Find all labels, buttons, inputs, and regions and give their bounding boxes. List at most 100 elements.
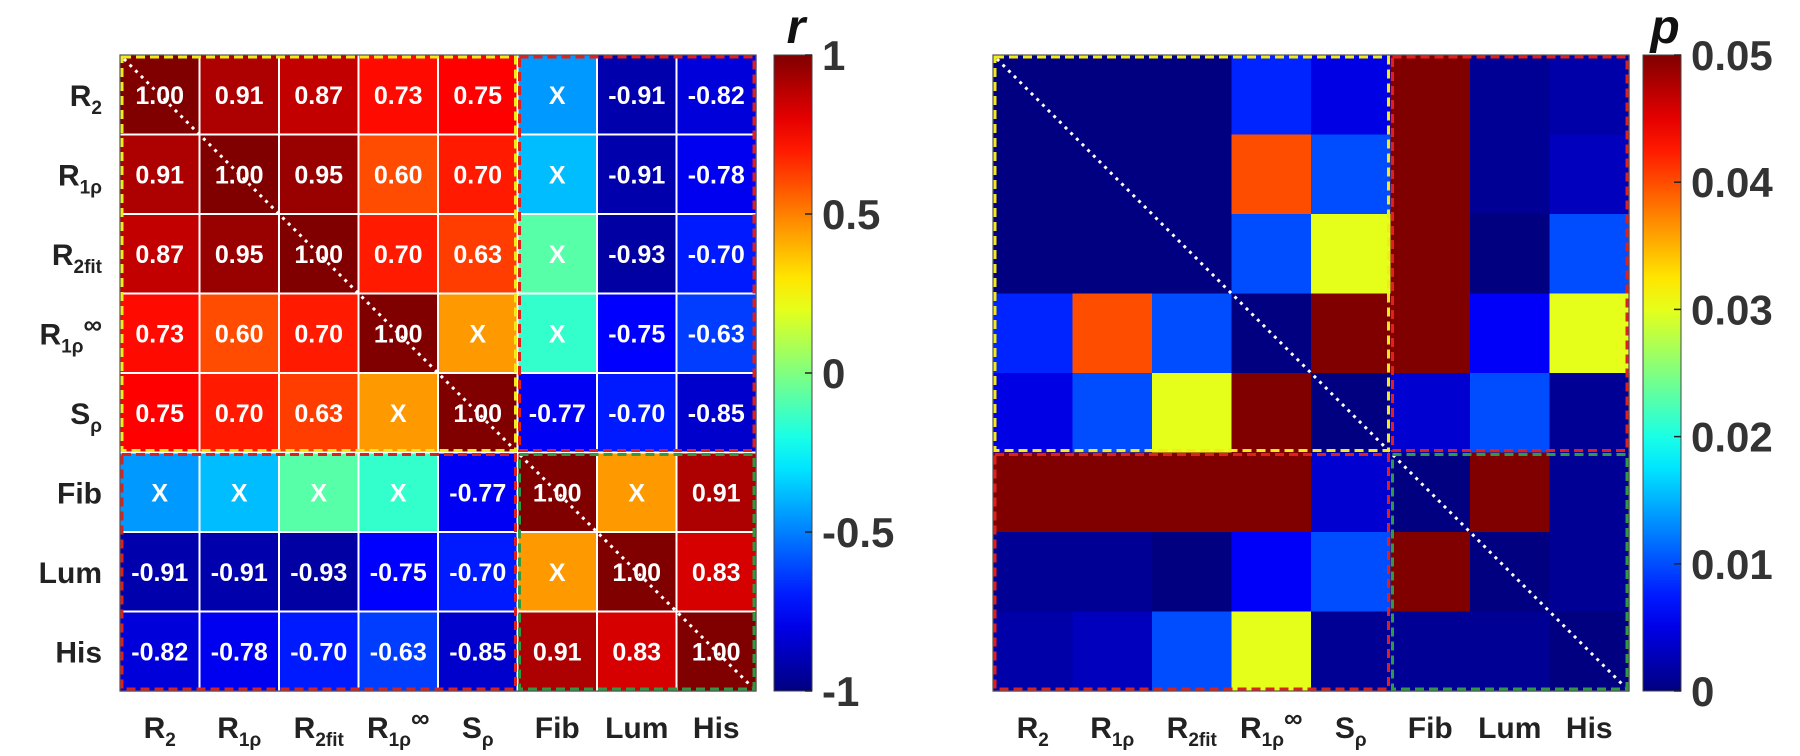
heatmap-cell: [358, 134, 439, 215]
cell-value-label: 1.00: [533, 479, 582, 507]
heatmap-cell: [358, 214, 439, 295]
cell-value-label: X: [549, 241, 566, 269]
heatmap-cell: [1311, 373, 1392, 454]
axes-frame: [119, 54, 757, 692]
heatmap-cell: [993, 373, 1074, 454]
cell-value-label: 1.00: [453, 400, 502, 428]
heatmap-cell: [1549, 611, 1630, 692]
colorbar-title: p: [1648, 1, 1679, 54]
heatmap-cell: [993, 214, 1074, 295]
heatmap-cell: [597, 293, 678, 374]
heatmap-cell: [438, 452, 519, 533]
cell-value-label: -0.63: [370, 638, 427, 666]
heatmap-cell: [279, 611, 360, 692]
heatmap-cell: [1231, 452, 1312, 533]
heatmap-cell: [597, 532, 678, 613]
heatmap-cell: [1152, 532, 1233, 613]
colorbar-tick-label: 0.01: [1691, 541, 1773, 588]
y-tick-label: R1ρ: [58, 159, 102, 198]
heatmap-cell: [993, 293, 1074, 374]
colorbar-tick-label: 1: [822, 32, 845, 79]
heatmap-cell: [1311, 611, 1392, 692]
colorbar-tick-label: -1: [822, 668, 859, 715]
heatmap-panel-1: 1.00 0.91 0.87 0.73 0.75 X -0.91 -0.82 0.91 1.00 0…: [39, 1, 895, 751]
heatmap-cell: [1470, 373, 1551, 454]
cell-value-label: 1.00: [135, 82, 184, 110]
block-outline: [518, 55, 756, 452]
cell-value-label: X: [151, 479, 168, 507]
cell-value-label: 0.95: [215, 241, 264, 269]
heatmap-cell: [1311, 214, 1392, 295]
heatmap-cell: [279, 293, 360, 374]
cell-value-label: -0.91: [608, 161, 665, 189]
heatmap-cell: [1390, 532, 1471, 613]
heatmap-cell: [1311, 134, 1392, 215]
x-tick-label: R2: [144, 712, 176, 751]
heatmap-cell: [1311, 532, 1392, 613]
heatmap-cell: [1072, 452, 1153, 533]
heatmap-cell: [1549, 293, 1630, 374]
heatmap-cell: [120, 134, 201, 215]
x-tick-label: Fib: [535, 712, 580, 745]
heatmap-cell: [597, 373, 678, 454]
heatmap-cell: [279, 452, 360, 533]
heatmap-cell: [993, 452, 1074, 533]
cell-value-label: X: [390, 400, 407, 428]
heatmap-cell: [517, 532, 598, 613]
heatmap-cell: [1470, 452, 1551, 533]
heatmap-cell: [1072, 55, 1153, 136]
colorbar-tick-label: 0: [1691, 668, 1714, 715]
heatmap-cell: [120, 611, 201, 692]
heatmap-cell: [1549, 532, 1630, 613]
heatmap-cell: [199, 214, 280, 295]
cell-value-label: 0.73: [135, 320, 184, 348]
heatmap-cell: [358, 452, 439, 533]
x-tick-label: Lum: [1478, 712, 1541, 745]
heatmap-cell: [1231, 214, 1312, 295]
cell-value-label: 0.73: [374, 82, 423, 110]
block-outline: [120, 453, 517, 691]
heatmap-cell: [1311, 293, 1392, 374]
x-tick-label: R1ρ: [217, 712, 261, 751]
x-tick-label: R2: [1017, 712, 1049, 751]
heatmap-cell: [1549, 134, 1630, 215]
y-tick-label: Fib: [57, 477, 102, 510]
heatmap-cell: [1390, 373, 1471, 454]
cell-value-label: -0.70: [449, 559, 506, 587]
cell-value-label: -0.91: [131, 559, 188, 587]
cell-value-label: -0.85: [449, 638, 506, 666]
heatmap-cell: [1152, 452, 1233, 533]
cell-value-label: X: [549, 161, 566, 189]
cell-value-label: -0.70: [688, 241, 745, 269]
heatmap-cell: [1152, 134, 1233, 215]
heatmap-cell: [199, 532, 280, 613]
heatmap-cell: [1152, 293, 1233, 374]
block-outline: [120, 55, 517, 452]
cell-value-label: 1.00: [612, 559, 661, 587]
heatmap-cell: [199, 293, 280, 374]
colorbar-tick-label: 0.05: [1691, 32, 1773, 79]
heatmap-cell: [1390, 55, 1471, 136]
heatmap-cell: [199, 373, 280, 454]
colorbar-tick-label: 0.02: [1691, 414, 1773, 461]
heatmap-cell: [517, 214, 598, 295]
block-outline: [518, 453, 756, 691]
block-outline: [993, 453, 1390, 691]
y-tick-label: Lum: [39, 557, 102, 590]
heatmap-cell: [517, 55, 598, 136]
cell-value-label: X: [469, 320, 486, 348]
heatmap-cell: [358, 611, 439, 692]
heatmap-cell: [676, 373, 757, 454]
heatmap-cell: [676, 293, 757, 374]
cell-value-label: -0.75: [608, 320, 665, 348]
heatmap-cell: [120, 532, 201, 613]
cell-value-label: X: [628, 479, 645, 507]
heatmap-cell: [1470, 532, 1551, 613]
heatmap-cell: [597, 55, 678, 136]
cell-value-label: 0.70: [453, 161, 502, 189]
cell-value-label: 0.75: [453, 82, 502, 110]
cell-value-label: 1.00: [692, 638, 741, 666]
cell-value-label: -0.70: [608, 400, 665, 428]
heatmap-cell: [1390, 611, 1471, 692]
heatmap-cell: [517, 293, 598, 374]
